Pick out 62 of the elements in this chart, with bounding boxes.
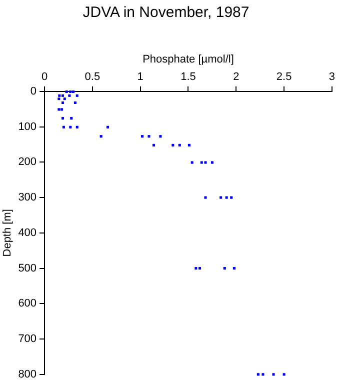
x-tick-label: 0.5 (84, 70, 100, 83)
point (220, 196, 222, 199)
point (74, 101, 76, 104)
point (69, 90, 72, 94)
y-tick-label: 300 (18, 192, 37, 204)
point (204, 196, 207, 199)
point (62, 126, 65, 128)
point (262, 373, 264, 376)
point (200, 161, 203, 164)
point (172, 144, 174, 146)
y-tick-label: 700 (18, 333, 37, 346)
point (76, 126, 78, 128)
point (210, 161, 214, 164)
point (178, 144, 181, 146)
point (159, 135, 162, 138)
point (58, 94, 61, 97)
point (272, 373, 275, 376)
chart-title: JDVA in November, 1987 (82, 4, 250, 22)
point (61, 117, 64, 120)
y-axis-title: Depth [m] (2, 209, 14, 257)
point (230, 196, 233, 199)
y-tick-label: 400 (18, 226, 37, 239)
y-tick-label: 0 (30, 85, 37, 98)
x-axis-title: Phosphate [µmol/l] (142, 54, 234, 66)
point (100, 135, 102, 138)
y-tick-label: 100 (18, 120, 37, 133)
point (190, 161, 194, 164)
point (194, 267, 198, 270)
point (225, 196, 228, 199)
point (188, 144, 190, 146)
point (76, 94, 78, 97)
point (58, 108, 60, 111)
y-tick-label: 800 (18, 368, 37, 380)
x-tick-label: 2 (233, 70, 240, 83)
x-tick-label: 2.5 (276, 70, 292, 83)
x-tick-label: 0 (41, 70, 48, 83)
y-tick-label: 500 (18, 262, 37, 274)
point (60, 108, 64, 111)
point (106, 126, 110, 128)
point (70, 117, 73, 120)
point (198, 267, 202, 270)
x-tick-label: 1 (137, 70, 144, 83)
point (148, 135, 150, 138)
point (140, 135, 144, 138)
point (232, 267, 236, 270)
point (69, 126, 72, 128)
point (72, 90, 75, 94)
point (68, 94, 71, 97)
x-tick-label: 3 (328, 70, 336, 83)
point (282, 373, 286, 376)
point (256, 373, 260, 376)
x-tick-label: 1.5 (180, 70, 196, 83)
point (58, 98, 60, 100)
point (204, 161, 207, 164)
y-tick-label: 600 (18, 298, 37, 310)
point (61, 94, 64, 97)
point (65, 90, 68, 94)
y-tick-label: 200 (18, 156, 37, 168)
point (223, 267, 226, 270)
point (63, 98, 66, 100)
point (61, 101, 64, 104)
point (152, 144, 156, 146)
